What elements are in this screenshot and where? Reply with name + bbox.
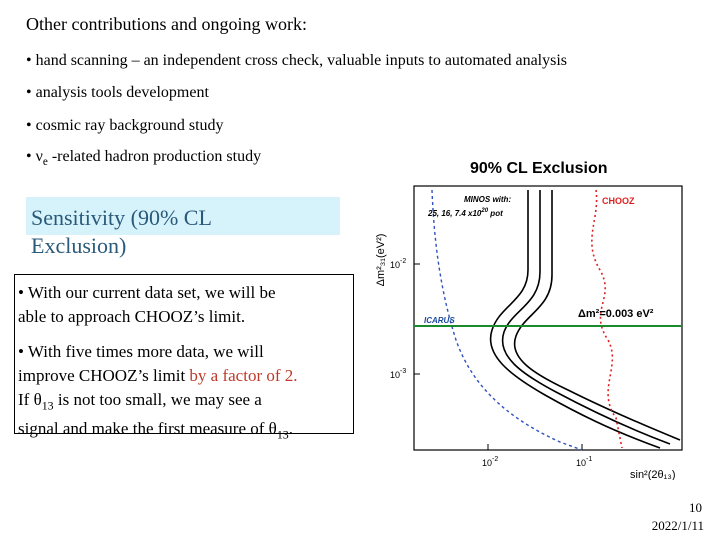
para2-line-4: signal and make the first measure of θ13… xyxy=(18,417,298,446)
nu-subscript: e xyxy=(42,156,48,169)
dashed-blue-curve xyxy=(431,189,583,451)
para2-line-3-prefix: If xyxy=(18,390,34,409)
para2-line-1: • With five times more data, we will xyxy=(18,342,264,361)
bullet-marker: • xyxy=(26,148,36,165)
ytick-lower: 10-3 xyxy=(390,368,406,380)
icarus-label: ICARUS xyxy=(424,316,455,325)
para2-line-4-end: . xyxy=(288,419,293,439)
factor-of-two-highlight: by a factor of 2. xyxy=(189,366,298,385)
bullet-hadron-production: • νe -related hadron production study xyxy=(26,148,261,168)
sensitivity-heading: Sensitivity (90% CL Exclusion) xyxy=(31,204,212,260)
textbox-paragraph-2: • With five times more data, we will imp… xyxy=(18,340,298,447)
sensitivity-line-2: Exclusion) xyxy=(31,233,127,258)
xtick-right: 10-1 xyxy=(576,456,592,468)
ytick-upper: 10-2 xyxy=(390,258,406,270)
para2-line-4-text: signal and make the first measure of xyxy=(18,419,269,439)
dm2-label: Δm²=0.003 eV² xyxy=(578,308,654,320)
plot-ylabel: Δm²₃₁(eV²) xyxy=(375,234,387,287)
para2-line-2-text: improve CHOOZ’s limit xyxy=(18,366,190,385)
minos-label-1: MINOS with: xyxy=(464,195,511,204)
bullet-hadron-text: -related hadron production study xyxy=(47,148,262,165)
minos-label-2: 25, 16, 7.4 x1020 pot xyxy=(427,208,503,218)
para2-line-2: improve CHOOZ’s limit by a factor of 2. xyxy=(18,364,298,388)
bullet-cosmic-ray: • cosmic ray background study xyxy=(26,117,224,134)
minos-contour-3 xyxy=(513,190,681,441)
theta-symbol-2: θ xyxy=(268,419,277,439)
sensitivity-line-1: Sensitivity (90% CL xyxy=(31,205,212,230)
theta-subscript: 13 xyxy=(41,398,54,413)
theta-subscript-2: 13 xyxy=(276,427,289,442)
chooz-label: CHOOZ xyxy=(602,196,635,206)
minos-contour-1 xyxy=(489,190,661,449)
para1-line-1: • With our current data set, we will be xyxy=(18,283,276,302)
chooz-curve xyxy=(591,189,623,449)
plot-frame xyxy=(413,185,683,451)
bullet-hand-scanning: • hand scanning – an independent cross c… xyxy=(26,52,568,69)
bullet-analysis-tools: • analysis tools development xyxy=(26,84,209,101)
exclusion-plot: Δm²₃₁(eV²) 10-2 10-3 10-2 10-1 sin²(2θ₁₃… xyxy=(375,185,683,480)
sensitivity-highlight xyxy=(26,197,340,235)
xtick-left: 10-2 xyxy=(482,456,498,468)
plot-title: 90% CL Exclusion xyxy=(470,160,608,177)
slide-title: Other contributions and ongoing work: xyxy=(26,14,307,34)
plot-xlabel: sin²(2θ₁₃) xyxy=(630,469,675,480)
sensitivity-textbox xyxy=(14,274,354,434)
para1-line-2: able to approach CHOOZ’s limit. xyxy=(18,307,246,326)
theta-symbol: θ xyxy=(33,390,42,409)
page-number: 10 xyxy=(689,500,702,515)
slide-date: 2022/1/11 xyxy=(651,518,704,533)
minos-contour-2 xyxy=(501,190,671,445)
nu-symbol: ν xyxy=(35,148,43,165)
textbox-paragraph-1: • With our current data set, we will be … xyxy=(18,281,276,329)
para2-line-3: If θ13 is not too small, we may see a xyxy=(18,388,298,417)
para2-line-3-suffix: is not too small, we may see a xyxy=(53,390,262,409)
